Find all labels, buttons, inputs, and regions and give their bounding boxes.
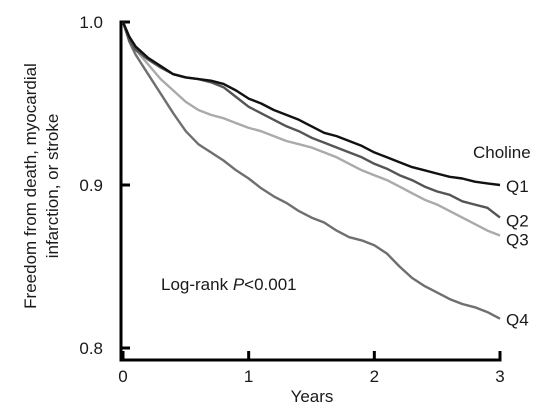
legend-title: Choline — [473, 143, 531, 162]
logrank-suffix: <0.001 — [244, 275, 296, 294]
series-line-q2 — [121, 21, 501, 219]
series-label-q1: Q1 — [506, 177, 529, 196]
y-tick-label: 1.0 — [79, 13, 103, 32]
x-tick-label: 2 — [370, 367, 379, 386]
axes: 0.8 0.9 1.0 0 1 2 3 — [79, 13, 504, 386]
series-lines — [121, 21, 501, 320]
logrank-annotation: Log-rank P<0.001 — [161, 275, 297, 294]
logrank-p: P — [233, 275, 245, 294]
series-line-q1 — [121, 21, 501, 187]
x-axis-title: Years — [291, 387, 334, 406]
logrank-prefix: Log-rank — [161, 275, 233, 294]
series-label-q3: Q3 — [506, 231, 529, 250]
y-tick-label: 0.9 — [79, 176, 103, 195]
series-line-q3 — [121, 21, 501, 237]
series-label-q4: Q4 — [506, 311, 529, 330]
series-label-q2: Q2 — [506, 212, 529, 231]
x-tick-label: 1 — [244, 367, 253, 386]
y-axis-title-line-2: infarction, or stroke — [43, 114, 62, 259]
x-tick-label: 3 — [495, 367, 504, 386]
y-axis-title: Freedom from death, myocardial infarctio… — [21, 63, 62, 309]
y-axis-title-line-1: Freedom from death, myocardial — [21, 63, 40, 309]
y-tick-label: 0.8 — [79, 339, 103, 358]
series-line-q4 — [121, 21, 501, 320]
x-tick-label: 0 — [118, 367, 127, 386]
